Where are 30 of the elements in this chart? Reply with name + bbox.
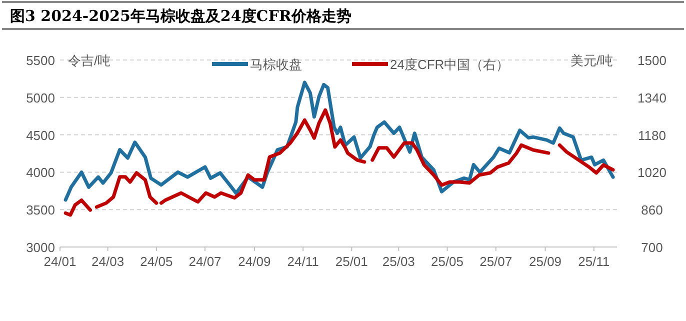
legend-label: 马棕收盘 <box>250 57 302 72</box>
y2-tick-label: 1180 <box>638 128 666 143</box>
y-tick-label: 3500 <box>26 202 55 218</box>
x-tick-label: 24/11 <box>287 254 319 269</box>
x-tick-label: 25/11 <box>578 254 610 269</box>
y2-tick-label: 1500 <box>638 53 666 68</box>
y-tick-label: 4500 <box>26 128 55 143</box>
y2-tick-label: 1340 <box>638 90 666 106</box>
y2-tick-label: 1020 <box>638 165 666 180</box>
x-tick-label: 25/01 <box>335 254 368 269</box>
x-tick-label: 24/09 <box>238 254 271 269</box>
y-tick-label: 5500 <box>26 53 55 68</box>
line-series <box>64 80 615 202</box>
x-tick-label: 25/03 <box>382 254 415 269</box>
y2-tick-label: 860 <box>641 202 663 218</box>
y-tick-label: 5000 <box>26 90 55 106</box>
chart-title: 图3 2024-2025年马棕收盘及24度CFR价格走势 <box>10 7 352 25</box>
x-tick-label: 24/03 <box>92 254 124 269</box>
x-tick-label: 25/09 <box>529 254 562 269</box>
x-tick-label: 24/01 <box>44 254 76 269</box>
x-tick-label: 25/05 <box>430 254 464 269</box>
legend-label: 24度CFR中国（右） <box>390 57 510 72</box>
y-tick-label: 4000 <box>26 165 55 180</box>
x-tick-label: 24/07 <box>188 254 222 269</box>
y2-tick-label: 700 <box>641 240 663 255</box>
y-tick-label: 3000 <box>26 240 55 255</box>
y-axis-title: 令吉/吨 <box>68 53 111 68</box>
x-tick-label: 25/07 <box>480 254 512 269</box>
y2-axis-title: 美元/吨 <box>570 53 613 68</box>
x-tick-label: 24/05 <box>140 254 173 269</box>
